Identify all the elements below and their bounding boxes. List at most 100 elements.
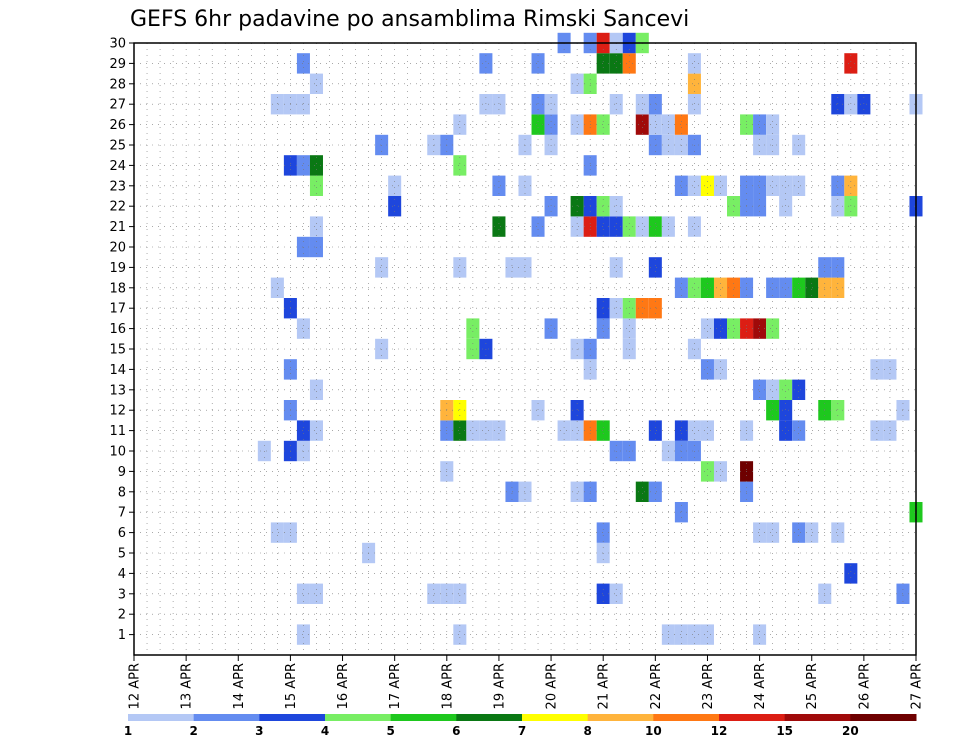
heatmap-cell (570, 73, 584, 94)
heatmap-cell (700, 175, 714, 196)
heatmap-cell (753, 624, 767, 645)
heatmap-cell (544, 114, 558, 135)
heatmap-cell (622, 216, 636, 237)
colorbar-swatch (719, 714, 786, 721)
colorbar: 1 2 3 4 5 6 7 8 10 12 15 20 (124, 714, 917, 738)
heatmap-cell (544, 318, 558, 339)
heatmap-cell (296, 624, 310, 645)
heatmap-cell (844, 53, 858, 74)
heatmap-cell (296, 155, 310, 176)
y-tick-label: 16 (109, 322, 126, 337)
y-tick-label: 21 (109, 220, 126, 235)
heatmap-cell (492, 216, 506, 237)
heatmap-cell (844, 563, 858, 584)
heatmap-cell (792, 175, 806, 196)
x-tick-label: 27 APR (910, 663, 925, 709)
heatmap-cell (466, 318, 480, 339)
heatmap-cell (648, 94, 662, 115)
heatmap-cell (531, 216, 545, 237)
heatmap-cell (296, 583, 310, 604)
heatmap-cell (296, 53, 310, 74)
heatmap-cell (792, 420, 806, 441)
heatmap-cell (492, 420, 506, 441)
heatmap-cell (792, 379, 806, 400)
heatmap-cell (453, 155, 467, 176)
y-tick-label: 9 (118, 465, 126, 480)
colorbar-swatch (193, 714, 260, 721)
y-tick-label: 14 (109, 363, 126, 378)
heatmap-cell (466, 420, 480, 441)
heatmap-cell (831, 522, 845, 543)
heatmap-cell (700, 420, 714, 441)
heatmap-cell (648, 114, 662, 135)
heatmap-cell (779, 420, 793, 441)
heatmap-cell (648, 257, 662, 278)
y-tick-label: 28 (109, 77, 126, 92)
y-tick-label: 30 (109, 37, 126, 52)
x-tick-label: 25 APR (805, 663, 820, 709)
colorbar-swatch (522, 714, 589, 721)
y-tick-label: 8 (118, 485, 126, 500)
heatmap-cell (779, 175, 793, 196)
heatmap-cell (544, 196, 558, 217)
heatmap-cell (727, 277, 741, 298)
heatmap-cell (570, 196, 584, 217)
heatmap-cell (792, 522, 806, 543)
heatmap-cell (596, 196, 610, 217)
heatmap-cell (674, 420, 688, 441)
colorbar-label: 4 (321, 724, 329, 738)
heatmap-cell (792, 277, 806, 298)
heatmap-cell (713, 461, 728, 482)
heatmap-cell (505, 481, 519, 502)
colorbar-swatch (653, 714, 720, 721)
heatmap-cell (687, 94, 701, 115)
heatmap-cell (296, 94, 310, 115)
x-tick-label: 24 APR (753, 663, 768, 709)
heatmap-cell (700, 461, 714, 482)
colorbar-label: 7 (518, 724, 526, 738)
heatmap-cell (805, 522, 819, 543)
y-tick-label: 5 (118, 547, 126, 562)
y-tick-label: 23 (109, 179, 126, 194)
y-tick-label: 13 (109, 383, 126, 398)
heatmap-cell (674, 624, 688, 645)
axes: 1234567891011121314151617181920212223242… (109, 37, 924, 710)
heatmap-cell (766, 277, 780, 298)
heatmap-cell (831, 277, 845, 298)
heatmap-cell (648, 298, 662, 319)
heatmap-cell (687, 420, 701, 441)
grid-lines (134, 42, 916, 655)
heatmap-cell (453, 583, 467, 604)
colorbar-label: 1 (124, 724, 132, 738)
colorbar-label: 12 (711, 724, 728, 738)
heatmap-cell (831, 400, 845, 421)
x-tick-label: 14 APR (232, 663, 247, 709)
y-tick-label: 15 (109, 343, 126, 358)
heatmap-cell (531, 114, 545, 135)
y-tick-label: 26 (109, 118, 126, 133)
heatmap-cell (492, 94, 506, 115)
colorbar-swatch (325, 714, 392, 721)
heatmap-cell (309, 379, 323, 400)
heatmap-cell (831, 175, 845, 196)
colorbar-swatch (456, 714, 523, 721)
heatmap-cell (375, 257, 389, 278)
heatmap-cell (531, 53, 545, 74)
heatmap-cell (596, 216, 610, 237)
heatmap-cell (609, 298, 623, 319)
heatmap-cell (753, 318, 767, 339)
heatmap-cell (753, 196, 767, 217)
heatmap-cell (674, 277, 688, 298)
heatmap-cell (779, 277, 793, 298)
heatmap-cell (870, 420, 884, 441)
colorbar-swatch (784, 714, 851, 721)
heatmap-cell (596, 583, 610, 604)
heatmap-cell (270, 94, 284, 115)
heatmap-cell (687, 73, 701, 94)
heatmap-cell (844, 175, 858, 196)
x-tick-label: 23 APR (701, 663, 716, 709)
x-tick-label: 26 APR (857, 663, 872, 709)
heatmap-cell (779, 196, 793, 217)
y-tick-label: 18 (109, 281, 126, 296)
